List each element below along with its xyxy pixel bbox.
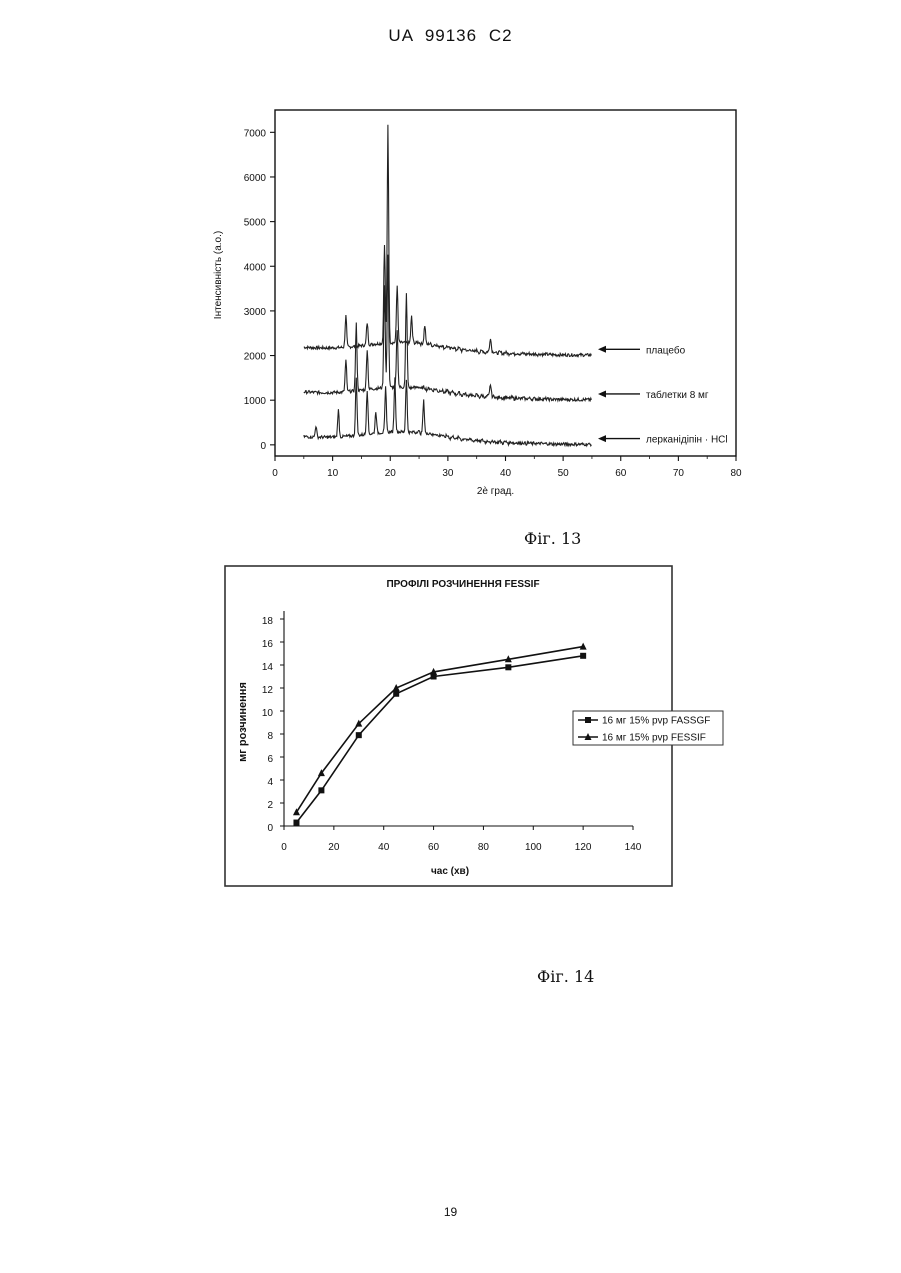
- y-tick-label: 18: [262, 616, 274, 627]
- y-tick-label: 16: [262, 639, 274, 650]
- x-axis-label: час (хв): [431, 866, 469, 877]
- x-tick-label: 20: [328, 842, 340, 853]
- chart-title: ПРОФІЛІ РОЗЧИНЕННЯ FESSIF: [386, 579, 539, 590]
- data-point-triangle: [580, 643, 587, 650]
- x-tick-label: 60: [428, 842, 440, 853]
- y-tick-label: 12: [262, 685, 274, 696]
- data-point-square: [293, 820, 299, 826]
- data-point-square: [393, 691, 399, 697]
- data-point-square: [505, 664, 511, 670]
- x-tick-label: 100: [525, 842, 542, 853]
- legend-label: 16 мг 15% pvp FESSIF: [602, 733, 706, 744]
- figure-13-caption: Фіг. 13: [524, 529, 581, 548]
- dissolution-series-line: [297, 647, 584, 813]
- x-tick-label: 120: [575, 842, 592, 853]
- page-number: 19: [0, 1205, 901, 1219]
- legend: 16 мг 15% pvp FASSGF 16 мг 15% pvp FESSIF: [573, 711, 723, 745]
- y-axis-label: мг розчинення: [237, 682, 249, 762]
- legend-label: 16 мг 15% pvp FASSGF: [602, 716, 710, 727]
- x-tick-label: 40: [378, 842, 390, 853]
- data-point-square: [580, 653, 586, 659]
- x-tick-label: 80: [478, 842, 490, 853]
- y-tick-label: 0: [267, 823, 273, 834]
- x-tick-label: 0: [281, 842, 287, 853]
- legend-marker-square: [585, 717, 591, 723]
- y-tick-label: 6: [267, 754, 273, 765]
- y-tick-label: 10: [262, 708, 274, 719]
- y-tick-label: 14: [262, 662, 274, 673]
- dissolution-series-line: [297, 656, 584, 823]
- figure-14-caption: Фіг. 14: [537, 967, 594, 986]
- x-tick-label: 140: [625, 842, 642, 853]
- data-point-square: [318, 787, 324, 793]
- y-tick-label: 4: [267, 777, 273, 788]
- y-tick-label: 8: [267, 731, 273, 742]
- y-tick-label: 2: [267, 800, 273, 811]
- data-point-square: [356, 732, 362, 738]
